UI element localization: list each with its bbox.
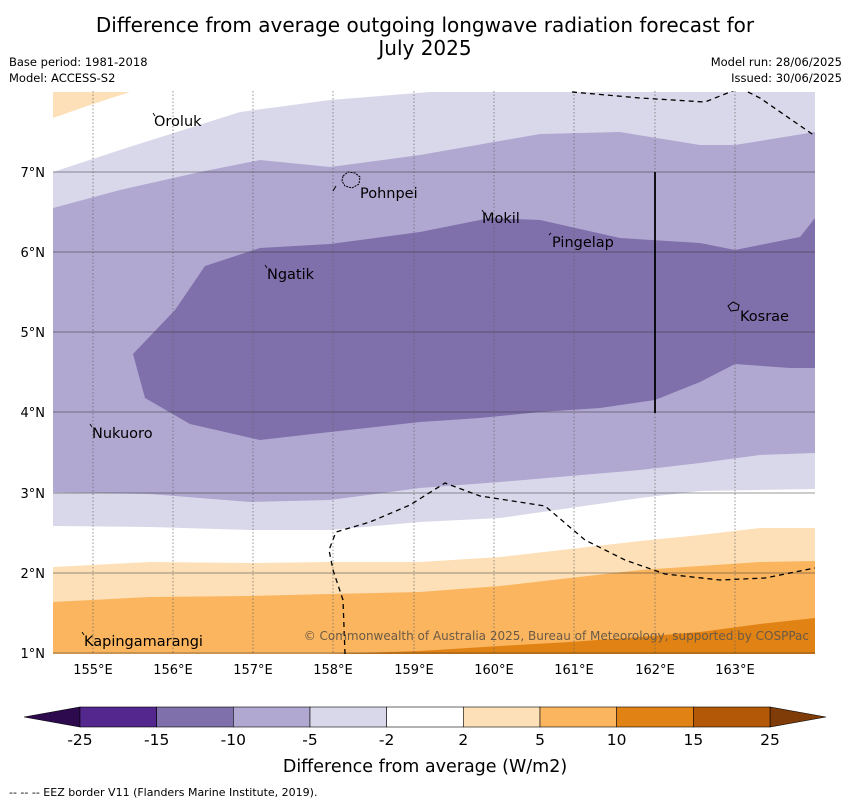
lon-label: 163°E <box>715 663 755 678</box>
colorbar-title: Difference from average (W/m2) <box>283 757 567 777</box>
colorbar: -25 -15 -10 -5 -2 2 5 10 15 25 <box>23 706 827 749</box>
colorbar-segment <box>693 706 771 728</box>
copyright-text: © Commonwealth of Australia 2025, Bureau… <box>304 629 809 643</box>
lat-gridlines <box>53 171 815 654</box>
pohnpei-island <box>341 171 361 189</box>
lat-axis: 7°N 6°N 5°N 4°N 3°N 2°N 1°N <box>21 166 46 662</box>
colorbar-tick-label: -25 <box>67 731 92 749</box>
colorbar-segment <box>156 706 234 728</box>
colorbar-segment <box>539 706 617 728</box>
band-medium-orange <box>53 561 815 654</box>
label-pingelap: Pingelap <box>552 235 614 251</box>
colorbar-tick-label: -2 <box>379 731 394 749</box>
lat-label: 2°N <box>21 567 46 582</box>
model-run-text: Model run: 28/06/2025 <box>710 55 842 69</box>
lat-label: 4°N <box>21 406 46 421</box>
issued-text: Issued: 30/06/2025 <box>731 71 842 85</box>
label-pohnpei: Pohnpei <box>360 186 418 202</box>
eez-border-north <box>571 91 815 137</box>
eez-footnote: -- -- -- EEZ border V11 (Flanders Marine… <box>9 786 318 799</box>
eez-borders <box>328 91 815 654</box>
band-corner-orange <box>53 92 130 118</box>
lat-label: 6°N <box>21 246 46 261</box>
pohnpei-marker <box>332 185 337 192</box>
colorbar-tick-label: 2 <box>458 731 468 749</box>
colorbar-segment <box>79 706 157 728</box>
lon-label: 160°E <box>474 663 514 678</box>
lat-label: 5°N <box>21 326 46 341</box>
colorbar-segment <box>463 706 541 728</box>
colorbar-segment <box>386 706 464 728</box>
label-nukuoro: Nukuoro <box>92 426 153 442</box>
colorbar-tick-label: 15 <box>683 731 703 749</box>
title-line-2: July 2025 <box>378 36 472 60</box>
colorbar-under-arrow <box>23 706 81 728</box>
label-kapingamarangi: Kapingamarangi <box>84 634 203 650</box>
islands <box>332 171 740 312</box>
lon-label: 161°E <box>554 663 594 678</box>
colorbar-tick-label: -5 <box>302 731 317 749</box>
lon-label: 157°E <box>233 663 273 678</box>
base-period-text: Base period: 1981-2018 <box>9 55 148 69</box>
meta-left: Base period: 1981-2018 Model: ACCESS-S2 <box>9 54 148 86</box>
colorbar-tick-label: 5 <box>535 731 545 749</box>
colorbar-segment <box>309 706 387 728</box>
label-kosrae: Kosrae <box>740 309 789 325</box>
lon-label: 156°E <box>153 663 193 678</box>
lon-label: 155°E <box>73 663 113 678</box>
lon-label: 162°E <box>635 663 675 678</box>
chart-title: Difference from average outgoing longwav… <box>0 14 850 60</box>
colorbar-segment <box>233 706 311 728</box>
label-ngatik: Ngatik <box>267 267 315 283</box>
band-dark-purple <box>133 218 815 440</box>
atoll-markers <box>81 112 552 636</box>
colorbar-tick-label: 25 <box>760 731 780 749</box>
model-text: Model: ACCESS-S2 <box>9 71 116 85</box>
label-mokil: Mokil <box>482 211 520 227</box>
title-line-1: Difference from average outgoing longwav… <box>95 13 755 37</box>
meta-right: Model run: 28/06/2025 Issued: 30/06/2025 <box>711 54 842 86</box>
anomaly-field <box>53 91 815 654</box>
lat-label: 1°N <box>21 647 46 662</box>
colorbar-tick-label: -15 <box>144 731 169 749</box>
lon-label: 158°E <box>313 663 353 678</box>
label-oroluk: Oroluk <box>154 114 202 130</box>
band-dark-orange <box>330 618 815 654</box>
lon-label: 159°E <box>394 663 434 678</box>
lat-label: 7°N <box>21 166 46 181</box>
colorbar-segment <box>616 706 694 728</box>
colorbar-over-arrow <box>769 706 827 728</box>
colorbar-tick-label: 10 <box>607 731 627 749</box>
colorbar-tick-label: -10 <box>221 731 246 749</box>
lon-axis: 155°E 156°E 157°E 158°E 159°E 160°E 161°… <box>73 663 755 678</box>
eez-border-south <box>328 482 815 654</box>
lat-label: 3°N <box>21 487 46 502</box>
kosrae-island <box>727 301 740 312</box>
